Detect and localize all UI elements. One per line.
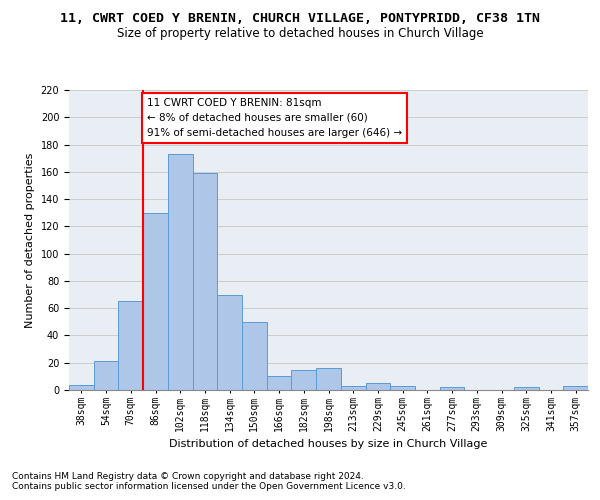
Bar <box>118 302 143 390</box>
Bar <box>440 388 464 390</box>
Bar <box>69 384 94 390</box>
Text: 11, CWRT COED Y BRENIN, CHURCH VILLAGE, PONTYPRIDD, CF38 1TN: 11, CWRT COED Y BRENIN, CHURCH VILLAGE, … <box>60 12 540 26</box>
Bar <box>390 386 415 390</box>
Bar <box>563 386 588 390</box>
X-axis label: Distribution of detached houses by size in Church Village: Distribution of detached houses by size … <box>169 439 488 449</box>
Bar <box>365 383 390 390</box>
Bar <box>217 294 242 390</box>
Bar <box>316 368 341 390</box>
Text: Contains HM Land Registry data © Crown copyright and database right 2024.: Contains HM Land Registry data © Crown c… <box>12 472 364 481</box>
Bar <box>242 322 267 390</box>
Bar <box>514 388 539 390</box>
Bar <box>168 154 193 390</box>
Y-axis label: Number of detached properties: Number of detached properties <box>25 152 35 328</box>
Bar <box>292 370 316 390</box>
Text: 11 CWRT COED Y BRENIN: 81sqm
← 8% of detached houses are smaller (60)
91% of sem: 11 CWRT COED Y BRENIN: 81sqm ← 8% of det… <box>147 98 402 138</box>
Text: Contains public sector information licensed under the Open Government Licence v3: Contains public sector information licen… <box>12 482 406 491</box>
Text: Size of property relative to detached houses in Church Village: Size of property relative to detached ho… <box>116 28 484 40</box>
Bar <box>94 362 118 390</box>
Bar <box>143 212 168 390</box>
Bar <box>193 173 217 390</box>
Bar <box>267 376 292 390</box>
Bar <box>341 386 365 390</box>
